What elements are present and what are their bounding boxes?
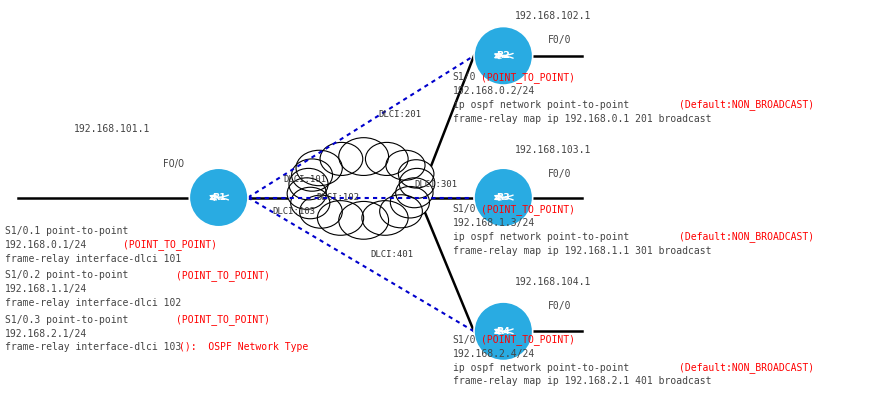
Text: S1/0: S1/0 xyxy=(453,204,476,214)
Text: S1/0: S1/0 xyxy=(453,335,476,345)
Text: DLCI:201: DLCI:201 xyxy=(379,110,421,119)
Text: DLCI:102: DLCI:102 xyxy=(316,193,359,202)
Text: ():  OSPF Network Type: (): OSPF Network Type xyxy=(178,342,308,352)
Ellipse shape xyxy=(390,186,429,218)
Text: F0/0: F0/0 xyxy=(163,159,184,169)
Ellipse shape xyxy=(189,168,248,227)
Ellipse shape xyxy=(474,302,533,361)
Text: frame-relay map ip 192.168.2.1 401 broadcast: frame-relay map ip 192.168.2.1 401 broad… xyxy=(453,376,711,386)
Text: (POINT_TO_POINT): (POINT_TO_POINT) xyxy=(124,239,217,250)
Ellipse shape xyxy=(474,168,533,227)
Ellipse shape xyxy=(339,201,388,239)
Text: F0/0: F0/0 xyxy=(548,301,571,311)
Text: R1: R1 xyxy=(212,193,225,202)
Ellipse shape xyxy=(365,142,408,175)
Text: DLCI:301: DLCI:301 xyxy=(414,181,457,190)
Text: R4: R4 xyxy=(496,327,511,336)
Text: (POINT_TO_POINT): (POINT_TO_POINT) xyxy=(481,72,575,83)
Text: 192.168.101.1: 192.168.101.1 xyxy=(74,124,150,134)
Ellipse shape xyxy=(291,159,332,191)
Text: frame-relay interface-dlci 101: frame-relay interface-dlci 101 xyxy=(5,254,182,263)
Text: F0/0: F0/0 xyxy=(548,169,571,179)
Text: ip ospf network point-to-point: ip ospf network point-to-point xyxy=(453,100,629,110)
Text: 192.168.2.1/24: 192.168.2.1/24 xyxy=(5,329,87,339)
Text: frame-relay map ip 192.168.1.1 301 broadcast: frame-relay map ip 192.168.1.1 301 broad… xyxy=(453,246,711,256)
Ellipse shape xyxy=(317,201,364,235)
Text: 192.168.1.1/24: 192.168.1.1/24 xyxy=(5,284,87,294)
Text: S1/0: S1/0 xyxy=(453,72,476,83)
Ellipse shape xyxy=(399,168,435,198)
Ellipse shape xyxy=(289,168,328,200)
Text: 192.168.0.1/24: 192.168.0.1/24 xyxy=(5,240,87,250)
Ellipse shape xyxy=(287,178,326,209)
Text: (Default:NON_BROADCAST): (Default:NON_BROADCAST) xyxy=(679,231,813,242)
Text: DLCI:103: DLCI:103 xyxy=(272,207,315,216)
Ellipse shape xyxy=(386,150,425,180)
Text: 192.168.103.1: 192.168.103.1 xyxy=(515,145,592,155)
Ellipse shape xyxy=(396,178,433,208)
Text: DLCI:101: DLCI:101 xyxy=(283,175,327,184)
Text: frame-relay interface-dlci 103: frame-relay interface-dlci 103 xyxy=(5,342,182,352)
Text: (POINT_TO_POINT): (POINT_TO_POINT) xyxy=(176,314,270,325)
Ellipse shape xyxy=(362,201,408,235)
Text: (Default:NON_BROADCAST): (Default:NON_BROADCAST) xyxy=(679,362,813,373)
Text: S1/0.1 point-to-point: S1/0.1 point-to-point xyxy=(5,226,128,236)
Text: 192.168.1.3/24: 192.168.1.3/24 xyxy=(453,218,535,228)
Ellipse shape xyxy=(296,150,342,186)
Ellipse shape xyxy=(474,26,533,85)
Text: S1/0.3 point-to-point: S1/0.3 point-to-point xyxy=(5,315,128,325)
Ellipse shape xyxy=(398,160,434,188)
Text: 192.168.104.1: 192.168.104.1 xyxy=(515,277,592,287)
Text: 192.168.2.4/24: 192.168.2.4/24 xyxy=(453,349,535,359)
Ellipse shape xyxy=(380,195,422,228)
Text: ip ospf network point-to-point: ip ospf network point-to-point xyxy=(453,363,629,372)
Text: ip ospf network point-to-point: ip ospf network point-to-point xyxy=(453,232,629,242)
Text: (POINT_TO_POINT): (POINT_TO_POINT) xyxy=(481,204,575,215)
Text: R3: R3 xyxy=(496,193,511,202)
Text: (POINT_TO_POINT): (POINT_TO_POINT) xyxy=(481,335,575,346)
Text: frame-relay interface-dlci 102: frame-relay interface-dlci 102 xyxy=(5,298,182,308)
Text: S1/0.2 point-to-point: S1/0.2 point-to-point xyxy=(5,271,128,280)
Ellipse shape xyxy=(299,195,342,228)
Ellipse shape xyxy=(320,142,363,175)
Text: (Default:NON_BROADCAST): (Default:NON_BROADCAST) xyxy=(679,100,813,111)
Text: 192.168.0.2/24: 192.168.0.2/24 xyxy=(453,86,535,96)
Ellipse shape xyxy=(290,187,330,219)
Text: (POINT_TO_POINT): (POINT_TO_POINT) xyxy=(176,270,270,281)
Text: frame-relay map ip 192.168.0.1 201 broadcast: frame-relay map ip 192.168.0.1 201 broad… xyxy=(453,114,711,124)
Text: F0/0: F0/0 xyxy=(548,35,571,45)
Text: DLCI:401: DLCI:401 xyxy=(370,250,413,259)
Text: R2: R2 xyxy=(496,51,511,60)
Text: 192.168.102.1: 192.168.102.1 xyxy=(515,11,592,21)
Ellipse shape xyxy=(339,138,388,175)
